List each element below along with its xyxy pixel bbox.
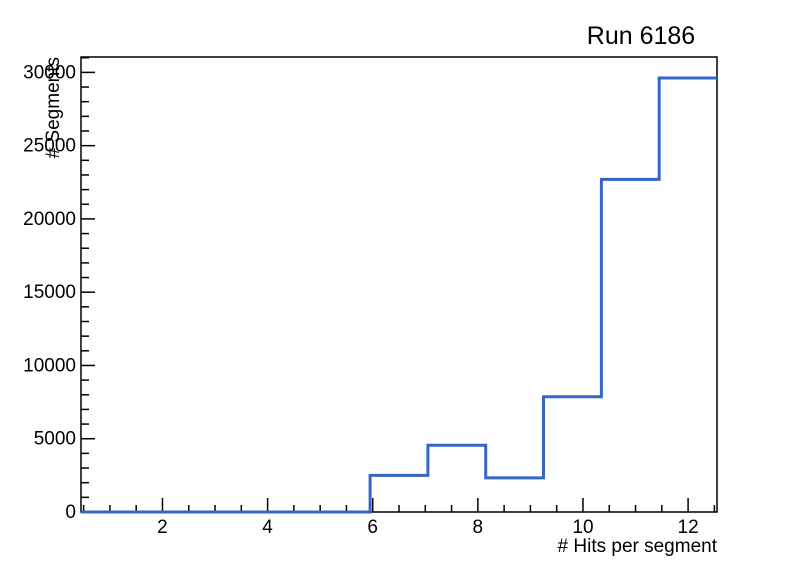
x-tick-label: 10 [572,517,593,538]
histogram-line [81,76,717,514]
x-tick-label: 8 [473,517,484,538]
chart-title: Run 6186 [586,22,696,50]
x-tick-label: 2 [157,517,168,538]
y-tick-label: 5000 [34,429,76,450]
y-tick-label: 0 [65,502,76,523]
x-tick-label: 12 [678,517,699,538]
y-axis-title: # Segments [43,57,64,159]
y-tick-label: 30000 [23,62,76,83]
y-tick-label: 20000 [23,209,76,230]
y-tick-label: 10000 [23,355,76,376]
x-tick-label: 4 [262,517,273,538]
plot-frame [80,56,718,513]
y-tick-label: 25000 [23,136,76,157]
x-axis-title: # Hits per segment [557,536,717,557]
y-tick-label: 15000 [23,282,76,303]
x-tick-label: 6 [367,517,378,538]
